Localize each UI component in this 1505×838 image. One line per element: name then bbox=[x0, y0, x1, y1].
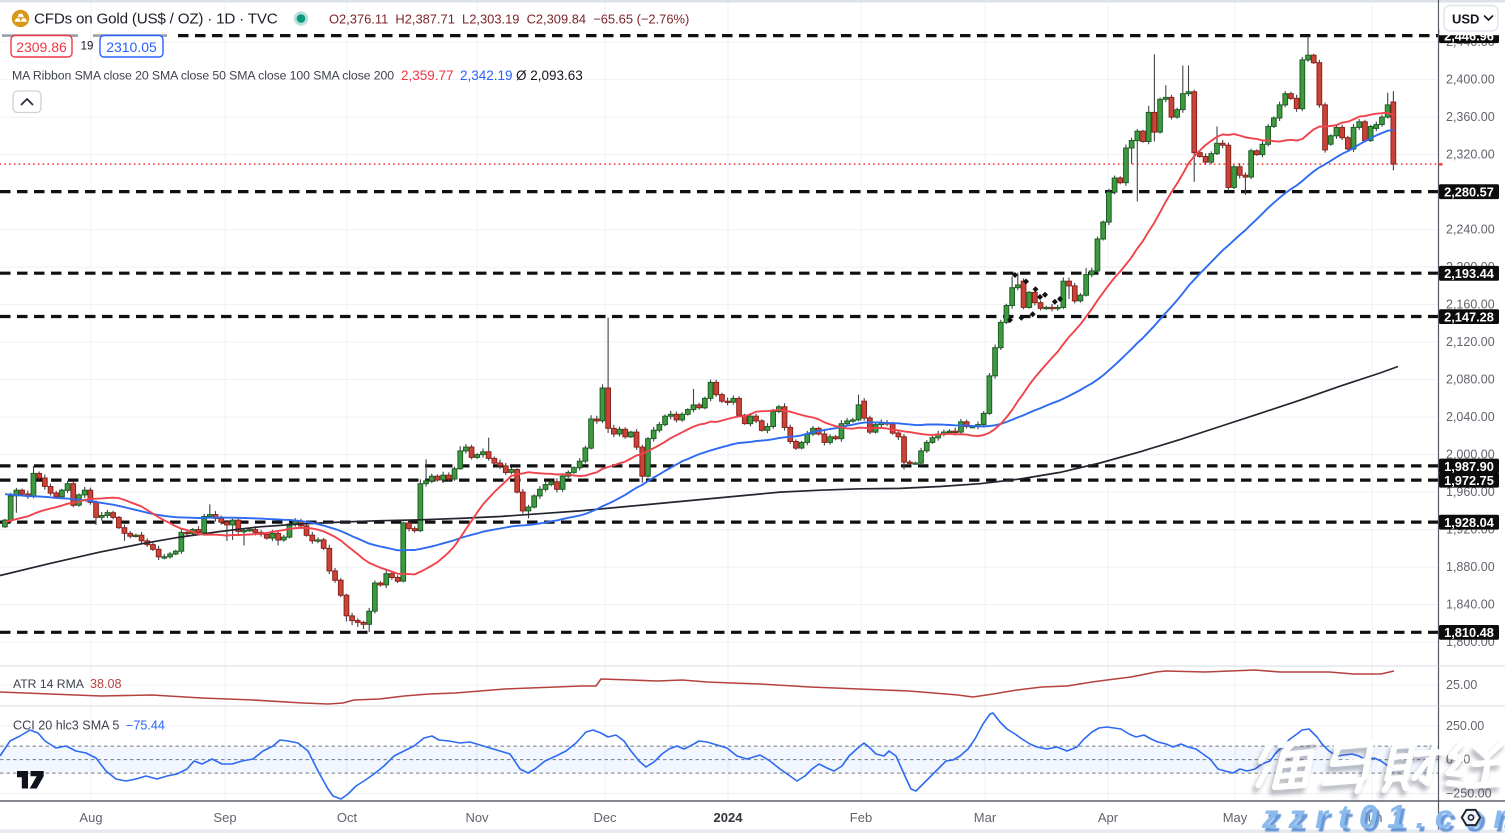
svg-text:1,840.00: 1,840.00 bbox=[1446, 598, 1495, 612]
svg-text:2,147.28: 2,147.28 bbox=[1444, 309, 1494, 324]
svg-text:38.08: 38.08 bbox=[90, 677, 122, 691]
svg-text:1,972.75: 1,972.75 bbox=[1444, 473, 1494, 488]
svg-text:1,987.90: 1,987.90 bbox=[1444, 459, 1494, 474]
svg-text:ATR 14 RMA: ATR 14 RMA bbox=[13, 677, 85, 691]
svg-text:Mar: Mar bbox=[974, 810, 997, 825]
svg-text:Sep: Sep bbox=[213, 810, 236, 825]
svg-text:Aug: Aug bbox=[79, 810, 102, 825]
svg-text:2,120.00: 2,120.00 bbox=[1446, 335, 1495, 349]
svg-text:2,080.00: 2,080.00 bbox=[1446, 373, 1495, 387]
svg-text:2,160.00: 2,160.00 bbox=[1446, 298, 1495, 312]
svg-text:O2,376.11 H2,387.71 L2,303.1: O2,376.11 H2,387.71 L2,303.19 C2,309.84 … bbox=[329, 12, 689, 27]
svg-text:2,040.00: 2,040.00 bbox=[1446, 410, 1495, 424]
svg-text:25.00: 25.00 bbox=[1446, 678, 1477, 692]
svg-text:2310.05: 2310.05 bbox=[106, 39, 157, 55]
svg-text:2,193.44: 2,193.44 bbox=[1444, 266, 1495, 281]
svg-text:−250.00: −250.00 bbox=[1446, 786, 1492, 800]
svg-text:2,359.77: 2,359.77 bbox=[401, 68, 454, 83]
svg-text:19: 19 bbox=[81, 41, 94, 53]
svg-text:Oct: Oct bbox=[337, 810, 358, 825]
svg-text:Jun: Jun bbox=[1362, 810, 1383, 825]
svg-text:USD: USD bbox=[1452, 12, 1479, 27]
svg-text:2024: 2024 bbox=[714, 810, 744, 825]
svg-text:2,000.00: 2,000.00 bbox=[1446, 448, 1495, 462]
svg-text:1,810.48: 1,810.48 bbox=[1444, 625, 1494, 640]
svg-text:2,320.00: 2,320.00 bbox=[1446, 148, 1495, 162]
svg-text:MA Ribbon SMA close 20 SMA clo: MA Ribbon SMA close 20 SMA close 50 SMA … bbox=[12, 69, 394, 83]
svg-text:250.00: 250.00 bbox=[1446, 719, 1484, 733]
svg-text:Dec: Dec bbox=[593, 810, 617, 825]
svg-text:Nov: Nov bbox=[465, 810, 489, 825]
svg-text:Apr: Apr bbox=[1098, 810, 1119, 825]
svg-text:2,400.00: 2,400.00 bbox=[1446, 73, 1495, 87]
svg-text:Ø 2,093.63: Ø 2,093.63 bbox=[516, 68, 583, 83]
svg-text:May: May bbox=[1223, 810, 1248, 825]
svg-text:2,342.19: 2,342.19 bbox=[460, 68, 513, 83]
svg-text:2,280.57: 2,280.57 bbox=[1444, 185, 1494, 200]
svg-text:2,360.00: 2,360.00 bbox=[1446, 110, 1495, 124]
svg-text:−75.44: −75.44 bbox=[126, 719, 165, 733]
svg-text:CCI 20 hlc3 SMA 5: CCI 20 hlc3 SMA 5 bbox=[13, 719, 119, 733]
svg-text:2309.86: 2309.86 bbox=[16, 39, 67, 55]
svg-text:Feb: Feb bbox=[850, 810, 872, 825]
svg-text:1,880.00: 1,880.00 bbox=[1446, 560, 1495, 574]
svg-text:CFDs on Gold (US$ / OZ) · 1D ·: CFDs on Gold (US$ / OZ) · 1D · TVC bbox=[34, 11, 278, 28]
svg-text:1,928.04: 1,928.04 bbox=[1444, 515, 1495, 530]
svg-text:1,960.00: 1,960.00 bbox=[1446, 485, 1495, 499]
svg-text:2,240.00: 2,240.00 bbox=[1446, 223, 1495, 237]
